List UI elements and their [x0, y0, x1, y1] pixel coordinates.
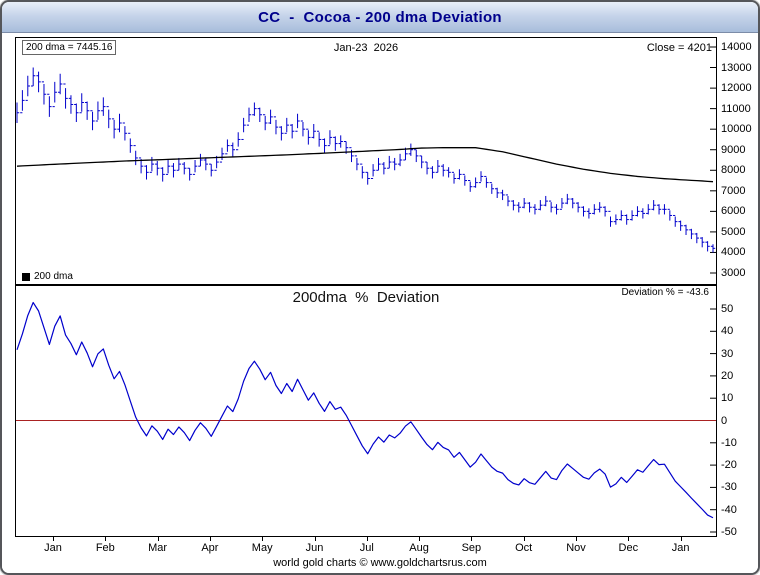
price-y-tick-label: 12000 [721, 82, 752, 95]
price-panel [15, 37, 717, 285]
close-value-label: Close = 4201 [646, 42, 712, 54]
deviation-y-tick-label: -20 [721, 459, 737, 472]
x-tick [419, 537, 421, 541]
deviation-y-tick-label: -30 [721, 481, 737, 494]
x-tick [209, 537, 211, 541]
deviation-y-tick-label: 20 [721, 369, 734, 382]
price-y-tick-label: 11000 [721, 102, 751, 115]
deviation-panel [15, 285, 717, 537]
deviation-y-tick-label: 50 [721, 303, 734, 315]
title-bar: CC - Cocoa - 200 dma Deviation [2, 2, 758, 33]
price-y-tick-label: 5000 [721, 225, 746, 238]
x-tick [314, 537, 316, 541]
price-y-tick-label: 8000 [721, 164, 746, 177]
deviation-panel-frame [15, 285, 717, 537]
price-panel-frame [15, 37, 717, 285]
deviation-y-tick-label: -40 [721, 503, 737, 516]
deviation-y-tick-label: 0 [721, 414, 728, 427]
x-tick [157, 537, 159, 541]
deviation-line [16, 301, 714, 519]
x-month-label: Mar [148, 542, 168, 554]
deviation-value-label: Deviation % = -43.6 [621, 287, 709, 298]
x-month-label: Aug [409, 542, 429, 554]
price-y-tick-label: 4000 [721, 246, 746, 259]
price-y-tick-label: 13000 [721, 61, 752, 74]
x-month-label: Jun [305, 542, 324, 554]
x-month-label: Jan [671, 542, 690, 554]
x-tick [366, 537, 368, 541]
x-month-label: Sep [461, 542, 482, 554]
x-tick [576, 537, 577, 541]
price-y-tick-label: 14000 [721, 41, 752, 53]
dma-legend: 200 dma [22, 271, 73, 282]
x-month-label: Feb [95, 542, 115, 554]
x-tick [262, 537, 264, 541]
x-month-label: Apr [201, 542, 219, 554]
price-bars [16, 67, 716, 253]
price-y-tick-label: 3000 [721, 267, 746, 279]
deviation-y-tick-label: 10 [721, 392, 734, 405]
dma-line [16, 147, 714, 183]
price-y-tick-label: 10000 [721, 123, 752, 136]
dma-legend-label: 200 dma [34, 271, 73, 282]
chart-title: CC - Cocoa - 200 dma Deviation [258, 8, 502, 26]
x-tick [471, 537, 473, 541]
chart-region: 200 dma = 7445.16 Jan-23 2026 Close = 42… [2, 33, 758, 573]
dma-legend-swatch-icon [22, 272, 30, 281]
x-month-label: Nov [566, 542, 586, 554]
deviation-panel-title: 200dma % Deviation [292, 289, 440, 306]
x-tick [628, 537, 630, 541]
price-y-tick-label: 9000 [721, 143, 746, 156]
deviation-y-tick-label: -10 [721, 436, 737, 449]
x-tick [53, 537, 54, 541]
dma-value-label: 200 dma = 7445.16 [22, 40, 117, 55]
deviation-y-tick-label: 40 [721, 325, 734, 338]
deviation-y-tick-label: -50 [721, 526, 737, 538]
footer-credit: world gold charts © www.goldchartsrus.co… [273, 557, 487, 569]
x-month-label: Jan [44, 542, 62, 554]
x-month-label: May [251, 542, 273, 554]
x-tick [105, 537, 107, 541]
x-tick [523, 537, 525, 541]
x-tick [680, 537, 682, 541]
x-month-label: Dec [618, 542, 639, 554]
price-y-tick-label: 6000 [721, 205, 746, 218]
x-month-label: Jul [359, 542, 374, 554]
date-label: Jan-23 2026 [333, 42, 399, 54]
price-y-tick-label: 7000 [721, 184, 746, 197]
x-month-label: Oct [515, 542, 533, 554]
deviation-y-tick-label: 30 [721, 347, 734, 360]
